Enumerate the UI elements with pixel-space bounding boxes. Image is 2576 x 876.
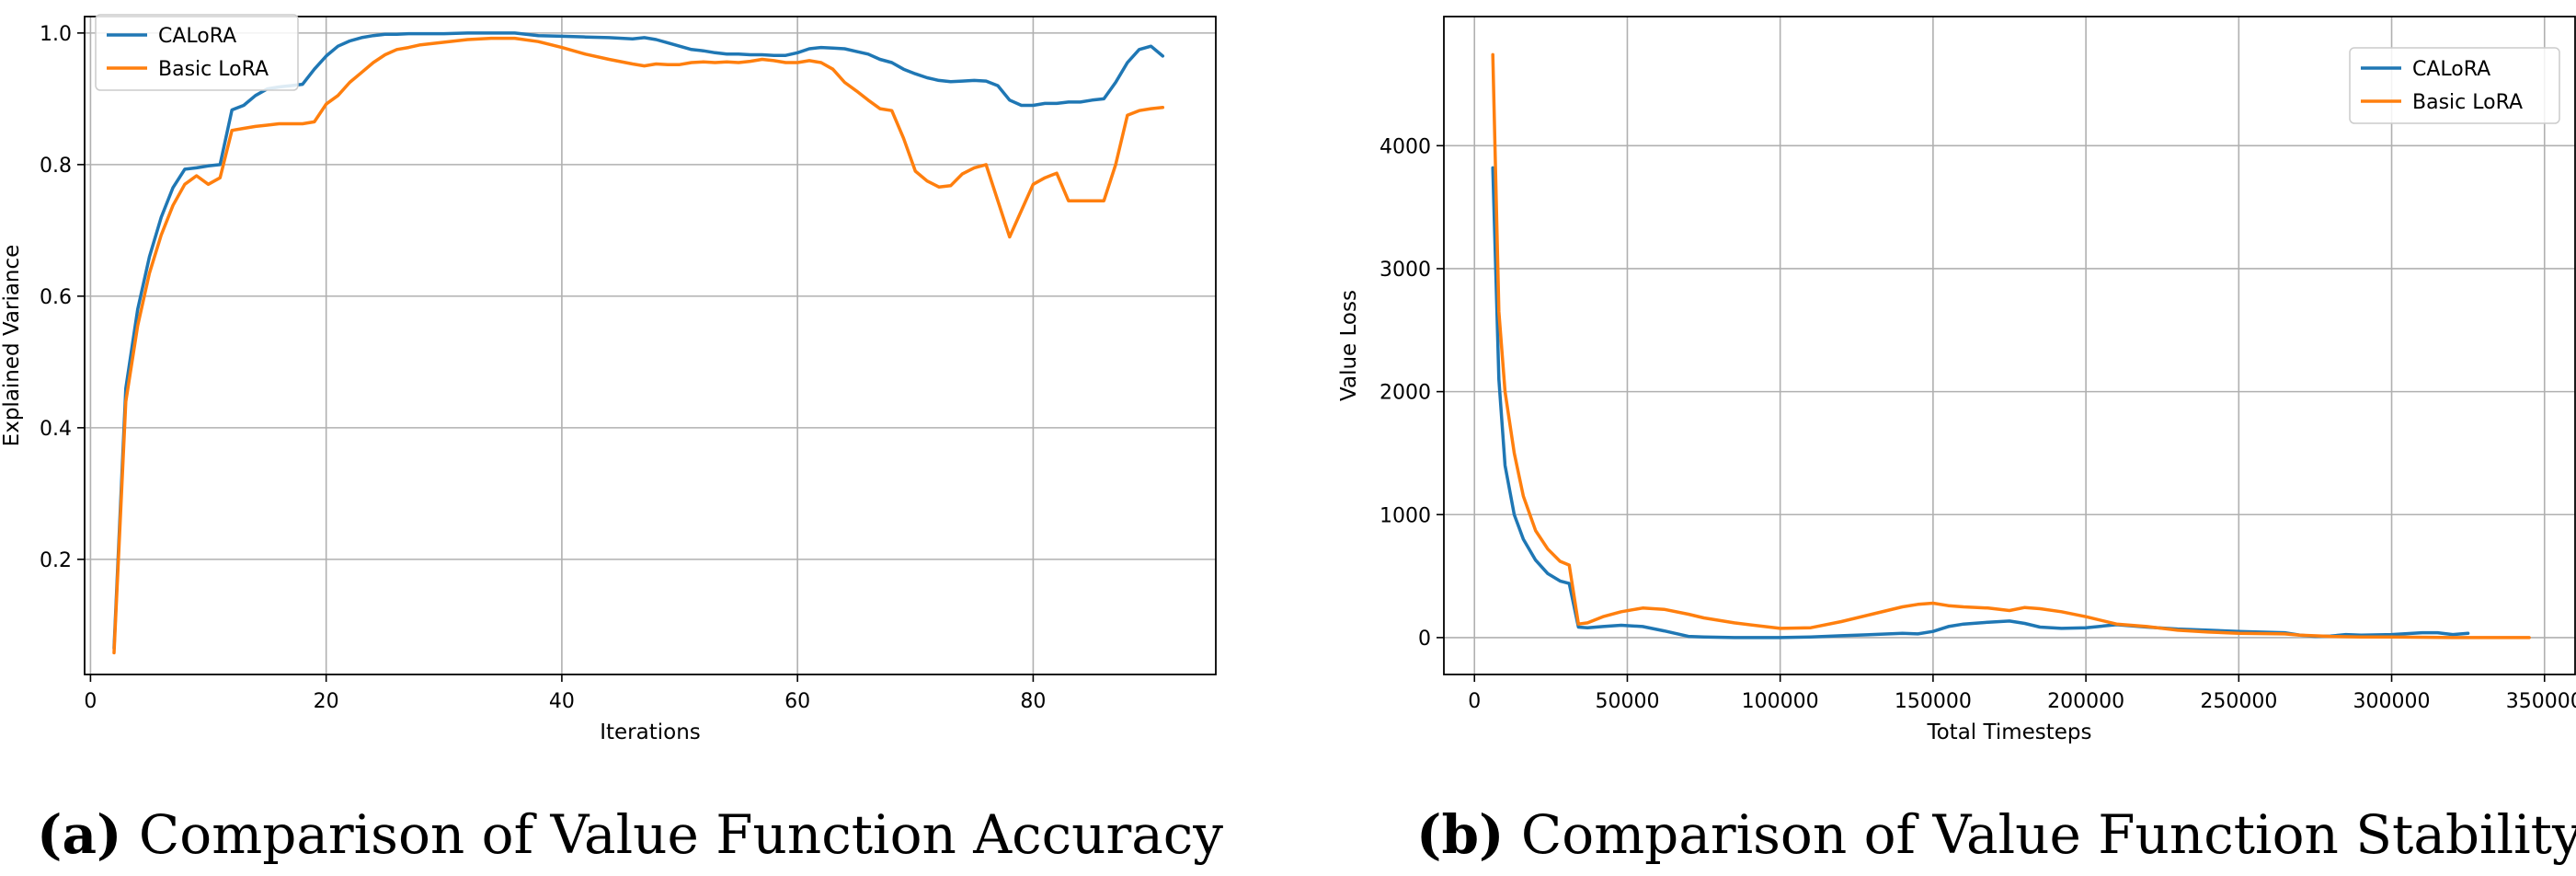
caption-a: (a) Comparison of Value Function Accurac… bbox=[37, 802, 1223, 867]
series-line-calora bbox=[1491, 166, 2470, 640]
y-axis-label: Value Loss bbox=[1337, 290, 1361, 401]
caption-b: (b) Comparison of Value Function Stabili… bbox=[1416, 802, 2576, 867]
y-tick-label: 0.6 bbox=[40, 286, 72, 309]
x-axis-label: Total Timesteps bbox=[1926, 720, 2091, 744]
x-tick-label: 100000 bbox=[1742, 690, 1819, 713]
x-tick-label: 300000 bbox=[2353, 690, 2431, 713]
y-tick-label: 0 bbox=[1418, 628, 1431, 651]
x-tick-label: 20 bbox=[314, 690, 339, 713]
x-tick-label: 60 bbox=[784, 690, 810, 713]
x-axis-label: Iterations bbox=[600, 720, 701, 744]
x-tick-label: 150000 bbox=[1895, 690, 1972, 713]
legend-box bbox=[2349, 47, 2560, 124]
x-tick-label: 0 bbox=[1468, 690, 1481, 713]
legend-label-calora: CALoRA bbox=[2412, 58, 2490, 81]
x-tick-label: 350000 bbox=[2506, 690, 2576, 713]
charts-canvas: 0 20 40 60 80 0.2 0.4 0.6 0.8 1.0 Iterations Explai… bbox=[0, 14, 2576, 744]
x-tick-label: 50000 bbox=[1595, 690, 1659, 713]
y-tick-label: 1000 bbox=[1380, 504, 1431, 527]
y-tick-label: 0.8 bbox=[40, 155, 72, 178]
caption-b-label: (b) bbox=[1416, 803, 1505, 866]
chart-a: 0 20 40 60 80 0.2 0.4 0.6 0.8 1.0 Iterations Explai… bbox=[0, 14, 1217, 744]
caption-b-text: Comparison of Value Function Stability bbox=[1520, 803, 2576, 866]
legend-label-basic-lora: Basic LoRA bbox=[2412, 91, 2523, 114]
x-tick-label: 0 bbox=[84, 690, 97, 713]
x-tick-label: 250000 bbox=[2200, 690, 2277, 713]
caption-a-text: Comparison of Value Function Accuracy bbox=[138, 803, 1224, 866]
caption-a-label: (a) bbox=[37, 803, 122, 866]
plot-frame bbox=[84, 16, 1217, 675]
x-tick-label: 40 bbox=[549, 690, 575, 713]
y-tick-label: 4000 bbox=[1380, 135, 1431, 158]
y-tick-label: 2000 bbox=[1380, 382, 1431, 405]
y-tick-label: 0.2 bbox=[40, 549, 72, 572]
x-tick-label: 200000 bbox=[2047, 690, 2124, 713]
series-line-basic-lora bbox=[112, 36, 1165, 655]
series-line-basic-lora bbox=[1491, 52, 2531, 640]
legend-label-calora: CALoRA bbox=[158, 25, 236, 48]
chart-b: 0 50000 100000 150000 200000 250000 300000 3500… bbox=[1337, 16, 2576, 744]
y-axis-label: Explained Variance bbox=[0, 245, 24, 447]
plot-frame bbox=[1443, 16, 2576, 675]
legend-label-basic-lora: Basic LoRA bbox=[158, 58, 269, 81]
y-tick-label: 3000 bbox=[1380, 259, 1431, 282]
y-tick-label: 1.0 bbox=[40, 23, 72, 46]
y-tick-label: 0.4 bbox=[40, 418, 72, 441]
x-tick-label: 80 bbox=[1020, 690, 1046, 713]
